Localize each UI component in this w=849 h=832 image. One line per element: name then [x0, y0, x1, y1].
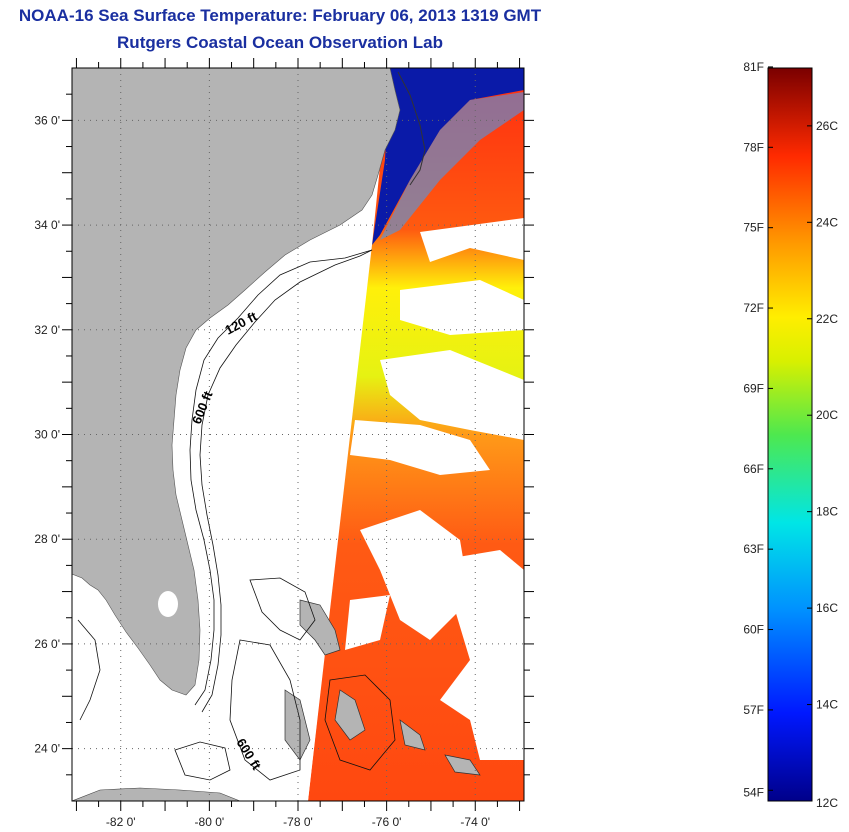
colorbar-c-label: 12C [816, 796, 838, 810]
colorbar-f-label: 78F [743, 140, 764, 154]
colorbar-fahrenheit-labels: 81F 78F 75F 72F 69F 66F 63F 60F 57F 54F [743, 60, 764, 799]
colorbar-f-label: 81F [743, 60, 764, 74]
colorbar-f-label: 66F [743, 462, 764, 476]
cool-shelf-water [380, 92, 524, 240]
lake-okeechobee [158, 591, 178, 617]
colorbar-f-label: 63F [743, 542, 764, 556]
colorbar-f-label: 54F [743, 785, 764, 799]
lon-tick-label: -76 0' [372, 815, 402, 829]
lat-tick-label: 32 0' [34, 323, 60, 337]
lat-tick-label: 36 0' [34, 113, 60, 127]
outer-banks [397, 71, 426, 186]
colorbar-c-label: 26C [816, 119, 838, 133]
lat-tick-label: 26 0' [34, 637, 60, 651]
bahamas-islands [284, 599, 481, 776]
colorbar-c-label: 22C [816, 312, 838, 326]
colorbar-ticks [768, 66, 812, 802]
colorbar-c-label: 18C [816, 505, 838, 519]
colorbar-c-label: 20C [816, 408, 838, 422]
colorbar-c-label: 24C [816, 215, 838, 229]
colorbar-f-label: 72F [743, 301, 764, 315]
map-gridlines [72, 68, 524, 801]
bathymetry-contours [77, 249, 396, 781]
map-ticks [62, 58, 534, 811]
cloud-cover [345, 218, 524, 760]
colorbar-f-label: 57F [743, 703, 764, 717]
latitude-labels: 36 0' 34 0' 32 0' 30 0' 28 0' 26 0' 24 0' [34, 113, 60, 755]
colorbar-f-label: 60F [743, 623, 764, 637]
cuba-land [72, 787, 241, 801]
longitude-labels: -82 0' -80 0' -78 0' -76 0' -74 0' [106, 815, 490, 829]
colorbar-c-label: 16C [816, 601, 838, 615]
cold-coastal-water [372, 68, 524, 245]
map-frame [71, 67, 525, 802]
lon-tick-label: -74 0' [460, 815, 490, 829]
lon-tick-label: -78 0' [283, 815, 313, 829]
lat-tick-label: 30 0' [34, 428, 60, 442]
colorbar-f-label: 69F [743, 381, 764, 395]
colorbar-celsius-labels: 26C 24C 22C 20C 18C 16C 14C 12C [816, 119, 838, 810]
lat-tick-label: 34 0' [34, 218, 60, 232]
lon-tick-label: -82 0' [106, 815, 136, 829]
colorbar [767, 67, 813, 802]
lon-tick-label: -80 0' [195, 815, 225, 829]
map-title: NOAA-16 Sea Surface Temperature: Februar… [18, 6, 542, 25]
lat-tick-label: 28 0' [34, 532, 60, 546]
colorbar-f-label: 75F [743, 221, 764, 235]
lat-tick-label: 24 0' [34, 742, 60, 756]
colorbar-c-label: 14C [816, 698, 838, 712]
map-subtitle: Rutgers Coastal Ocean Observation Lab [117, 33, 443, 52]
